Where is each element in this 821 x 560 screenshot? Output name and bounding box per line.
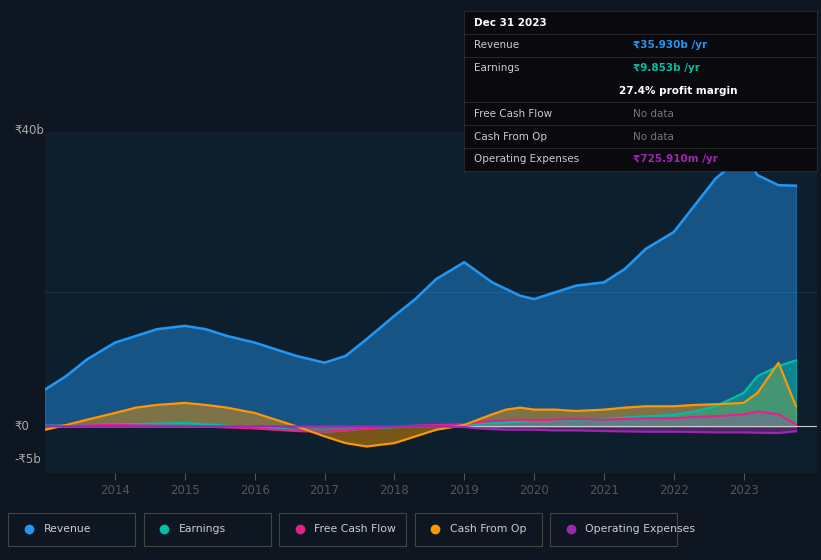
Text: No data: No data	[633, 132, 674, 142]
Text: ₹40b: ₹40b	[15, 124, 44, 137]
Bar	[279, 513, 406, 545]
Text: Earnings: Earnings	[179, 524, 226, 534]
Text: ₹35.930b /yr: ₹35.930b /yr	[633, 40, 708, 50]
Bar	[550, 513, 677, 545]
Text: ₹725.910m /yr: ₹725.910m /yr	[633, 155, 718, 165]
Text: Free Cash Flow: Free Cash Flow	[314, 524, 397, 534]
Text: Free Cash Flow: Free Cash Flow	[475, 109, 553, 119]
Text: Cash From Op: Cash From Op	[450, 524, 526, 534]
Text: Operating Expenses: Operating Expenses	[475, 155, 580, 165]
Text: No data: No data	[633, 109, 674, 119]
Text: ₹0: ₹0	[15, 420, 30, 433]
Text: Dec 31 2023: Dec 31 2023	[475, 17, 548, 27]
Text: Operating Expenses: Operating Expenses	[585, 524, 695, 534]
Bar	[144, 513, 271, 545]
Bar	[8, 513, 135, 545]
Text: Revenue: Revenue	[44, 524, 91, 534]
Text: Revenue: Revenue	[475, 40, 520, 50]
Text: ₹9.853b /yr: ₹9.853b /yr	[633, 63, 700, 73]
Text: -₹5b: -₹5b	[15, 453, 42, 466]
Text: Cash From Op: Cash From Op	[475, 132, 548, 142]
Bar	[415, 513, 542, 545]
Text: 27.4% profit margin: 27.4% profit margin	[619, 86, 738, 96]
Text: Earnings: Earnings	[475, 63, 520, 73]
